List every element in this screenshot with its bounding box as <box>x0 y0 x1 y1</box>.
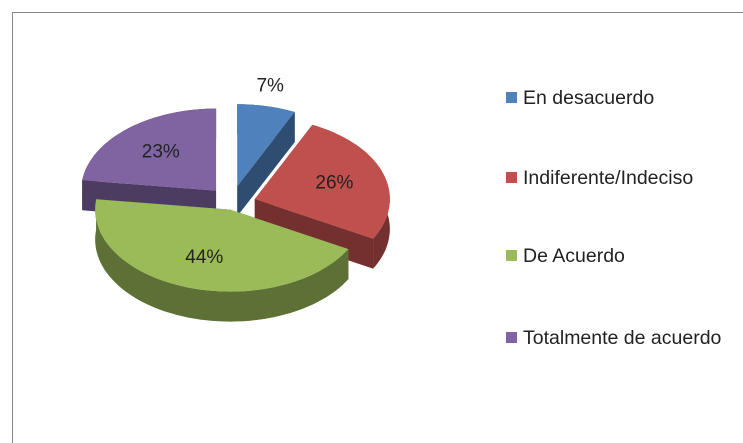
data-label: 44% <box>185 247 223 268</box>
data-label: 7% <box>256 76 284 97</box>
legend-swatch <box>506 92 517 103</box>
legend-item: En desacuerdo <box>506 82 731 114</box>
legend-swatch <box>506 172 517 183</box>
legend-swatch <box>506 332 517 343</box>
slice-top <box>82 108 217 191</box>
pie-slice <box>254 124 390 269</box>
data-label: 23% <box>142 141 180 162</box>
legend-label: Totalmente de acuerdo <box>523 327 722 349</box>
data-label: 26% <box>315 172 353 193</box>
legend-item: De Acuerdo <box>506 240 731 272</box>
legend-label: En desacuerdo <box>523 87 655 109</box>
slice-side <box>95 199 349 322</box>
slice-top <box>237 104 295 187</box>
legend-item: Indiferente/Indeciso <box>506 162 731 194</box>
slice-shade <box>95 199 349 322</box>
slice-top <box>95 199 349 292</box>
pie-slice <box>95 199 349 322</box>
legend-item: Totalmente de acuerdo <box>506 322 731 354</box>
pie-slice <box>237 104 295 217</box>
legend-label: De Acuerdo <box>523 245 625 267</box>
legend-swatch <box>506 250 517 261</box>
slice-top <box>254 124 390 239</box>
legend-label: Indiferente/Indeciso <box>523 167 694 189</box>
